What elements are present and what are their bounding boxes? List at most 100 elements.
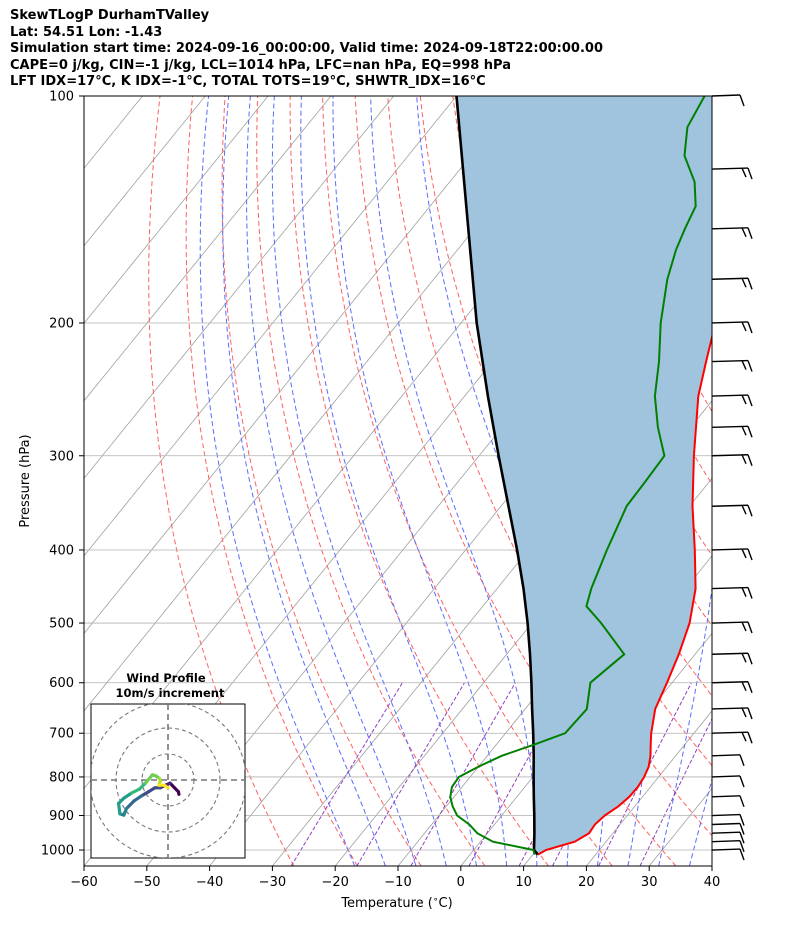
wind-barb-flag (739, 814, 745, 826)
dry-adiabat-line (387, 96, 712, 837)
time-line: Simulation start time: 2024-09-16_00:00:… (10, 41, 603, 56)
wind-barb (711, 586, 753, 599)
wind-barb-staff (711, 840, 741, 843)
wind-barb (711, 754, 745, 767)
wind-barb (711, 652, 753, 665)
dry-adiabat-line (746, 96, 794, 866)
cape-cin-shading (456, 96, 712, 855)
isotherm-line (84, 96, 269, 324)
wind-barb-flag (741, 504, 747, 515)
wind-barb-flag (747, 621, 753, 634)
mixing-ratio-line (639, 717, 712, 866)
wind-barb-flag (747, 707, 753, 720)
isotherm-line (84, 96, 457, 557)
wind-barb-flag (747, 505, 753, 517)
wind-barb-flag (741, 652, 747, 663)
y-tick-label: 500 (49, 617, 74, 632)
wind-barb-flag (747, 321, 753, 334)
moist-adiabat-line (271, 96, 447, 866)
wind-barb-flag (741, 360, 747, 370)
x-tick-label: 0 (457, 875, 465, 890)
moist-adiabat-line (416, 96, 571, 866)
wind-barb (711, 504, 753, 517)
moist-adiabat-line (332, 96, 508, 866)
x-tick-label: −30 (259, 875, 286, 890)
location-line: Lat: 54.51 Lon: -1.43 (10, 24, 163, 40)
wind-barb-flag (747, 653, 753, 665)
y-tick-label: 600 (49, 676, 74, 691)
wind-barb-flag (739, 840, 745, 852)
wind-barb (711, 813, 745, 826)
wind-barb-staff (711, 831, 741, 834)
wind-barb (711, 707, 753, 720)
wind-barb (711, 548, 753, 561)
wind-barb (711, 775, 745, 788)
dry-adiabat-line (148, 96, 295, 866)
wind-barb-flag (739, 823, 745, 835)
wind-barb (711, 227, 753, 240)
wind-barb-staff (711, 848, 741, 851)
cape-line: CAPE=0 j/kg, CIN=-1 j/kg, LCL=1014 hPa, … (10, 57, 511, 73)
wind-barb-flag (747, 587, 753, 599)
hodograph-segment (124, 799, 136, 811)
index-line: LFT IDX=17°C, K IDX=-1°C, TOTAL TOTS=19°… (10, 74, 486, 89)
hodograph-segment (162, 783, 170, 790)
wind-barb-flag (741, 227, 747, 238)
dry-adiabat-line (549, 96, 712, 485)
hodograph-plot (91, 704, 245, 858)
wind-barb (711, 94, 745, 107)
wind-barb-flag (741, 454, 747, 465)
wind-barb (711, 277, 753, 290)
wind-barb-flag (739, 795, 745, 808)
moist-adiabat-line (370, 96, 538, 866)
wind-barb (711, 321, 753, 334)
x-tick-label: −50 (133, 875, 160, 890)
wind-barb (711, 394, 753, 407)
wind-barb-flag (747, 394, 753, 407)
wind-barb (711, 848, 745, 861)
wind-barb-flag (741, 621, 747, 632)
wind-barb-staff (711, 822, 741, 826)
y-tick-label: 1000 (41, 844, 74, 859)
x-tick-label: 10 (515, 875, 532, 890)
wind-barb-staff (711, 795, 741, 798)
wind-barb (711, 359, 753, 372)
moist-adiabat-line (300, 96, 477, 866)
wind-barb-flag (739, 831, 745, 844)
x-tick-label: −40 (196, 875, 223, 890)
parcel-profile-line (455, 96, 539, 856)
wind-barb-flag (739, 848, 745, 861)
mixing-ratio-line (356, 682, 465, 866)
wind-barb-flag (747, 360, 753, 372)
dry-adiabat-line (713, 96, 794, 866)
dry-adiabat-line (221, 96, 422, 866)
wind-barb-staff (711, 94, 741, 97)
x-tick-label: −10 (384, 875, 411, 890)
isotherm-line (84, 96, 206, 247)
temperature-line (537, 332, 712, 856)
wind-barb-flag (747, 548, 753, 561)
wind-barb-staff (711, 754, 741, 757)
x-tick-label: −20 (321, 875, 348, 890)
moist-adiabat-line (222, 96, 386, 866)
wind-barb-flag (741, 731, 747, 742)
isotherm-line (84, 96, 332, 402)
mixing-ratio-line (410, 682, 516, 866)
wind-barb (711, 822, 745, 835)
wind-barb-flag (741, 394, 747, 405)
moist-adiabat-line (647, 96, 712, 866)
chart-header: SkewTLogP DurhamTValley Lat: 54.51 Lon: … (10, 8, 603, 91)
wind-barb-flag (747, 227, 753, 240)
dry-adiabat-line (289, 96, 549, 866)
x-axis-label: Temperature (∘C) (340, 895, 452, 911)
y-tick-label: 700 (49, 727, 74, 742)
isotherm-line (586, 710, 712, 866)
wind-barb-flag (739, 775, 745, 788)
y-tick-label: 200 (49, 316, 74, 331)
wind-barb-flag (747, 278, 753, 290)
isotherm-line (84, 96, 395, 479)
wind-barb-flag (741, 707, 747, 718)
wind-barb-flag (741, 321, 747, 332)
hodograph-title: Wind Profile (126, 671, 206, 685)
